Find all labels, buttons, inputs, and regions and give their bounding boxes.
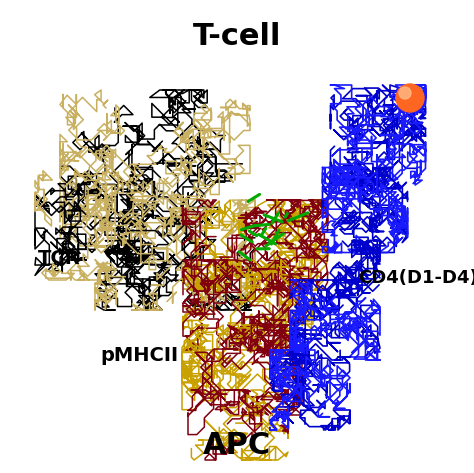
Text: APC: APC (203, 431, 271, 460)
Text: pMHCII: pMHCII (100, 345, 178, 365)
Circle shape (399, 87, 411, 99)
Text: T-cell: T-cell (193, 22, 281, 51)
Circle shape (396, 84, 424, 112)
Text: CD4(D1-D4): CD4(D1-D4) (358, 269, 474, 287)
Text: TCR: TCR (38, 248, 81, 268)
